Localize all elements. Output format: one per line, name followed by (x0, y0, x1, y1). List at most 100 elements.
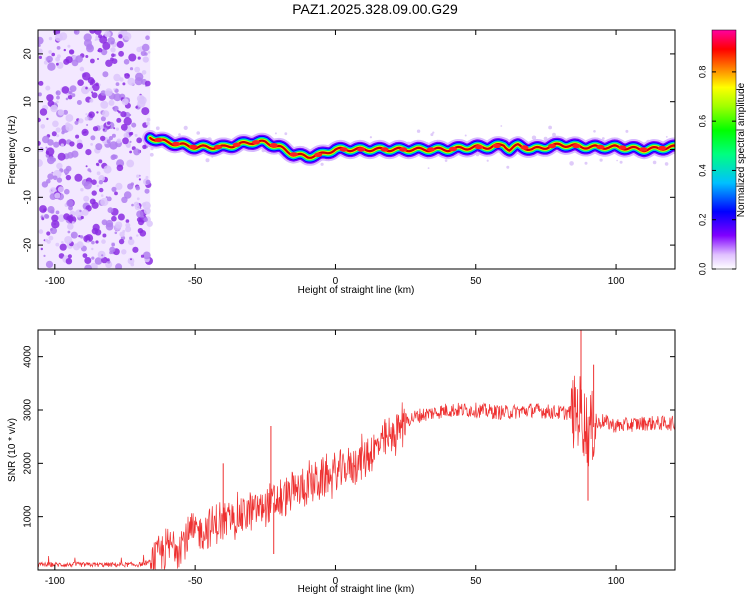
noise-speckle (118, 110, 121, 114)
noise-speckle (56, 134, 60, 138)
noise-speckle (122, 137, 129, 145)
noise-speckle (45, 146, 48, 149)
noise-speckle (67, 94, 73, 100)
noise-speckle (100, 100, 109, 109)
spectrogram-x-axis: -100 -50 0 50 100 (45, 30, 625, 287)
noise-speckle (102, 128, 105, 131)
halo-speckle (369, 136, 372, 139)
noise-speckle (118, 238, 125, 245)
noise-speckle (46, 117, 49, 121)
noise-speckle (47, 173, 54, 180)
noise-speckle (38, 140, 41, 146)
noise-speckle (98, 34, 103, 39)
noise-speckle (91, 92, 98, 99)
halo-speckle (196, 131, 200, 135)
snr-series-line (38, 375, 675, 570)
noise-speckle (106, 196, 112, 202)
noise-speckle (56, 62, 59, 66)
noise-speckle (89, 98, 94, 103)
noise-speckle (68, 49, 75, 55)
noise-speckle (61, 241, 64, 244)
noise-speckle (136, 234, 139, 237)
noise-speckle (48, 36, 53, 41)
ridge-hotspot (572, 143, 581, 149)
colorbar-gradient (711, 29, 737, 270)
noise-speckle (102, 71, 109, 78)
noise-speckle (95, 143, 103, 151)
noise-speckle (53, 141, 60, 148)
halo-speckle (665, 136, 668, 138)
noise-speckle (119, 231, 125, 237)
noise-speckle (109, 141, 118, 150)
noise-speckle (143, 207, 151, 215)
ridge-hotspot (269, 143, 278, 148)
noise-speckle (106, 258, 110, 262)
noise-speckle (142, 202, 147, 207)
noise-speckle (57, 152, 66, 161)
noise-speckle (97, 49, 100, 52)
noise-speckle (43, 208, 47, 212)
noise-speckle (122, 82, 126, 86)
noise-speckle (99, 125, 104, 129)
noise-speckle (42, 135, 50, 144)
y-tick-label: 2000 (23, 452, 34, 475)
noise-speckle (75, 134, 80, 139)
noise-speckle (81, 85, 90, 95)
noise-speckle (112, 105, 119, 112)
noise-speckle (65, 174, 72, 181)
ridge-hotspot (475, 144, 483, 150)
noise-speckle (56, 91, 59, 94)
noise-speckle (71, 93, 76, 98)
noise-speckle (59, 243, 67, 251)
noise-speckle (83, 181, 92, 190)
noise-speckle (74, 30, 77, 34)
noise-speckle (85, 86, 88, 90)
noise-speckle (107, 37, 115, 45)
ridge-hotspot (214, 144, 222, 150)
noise-speckle (130, 258, 132, 261)
noise-speckle (102, 110, 110, 118)
x-tick-label: 0 (333, 576, 339, 587)
y-tick-label: 4000 (23, 345, 34, 368)
noise-speckle (100, 194, 104, 197)
halo-speckle (552, 132, 556, 137)
noise-speckle (118, 50, 124, 57)
noise-speckle (58, 138, 67, 147)
noise-speckle (38, 55, 43, 60)
noise-speckle (123, 132, 130, 139)
noise-speckle (38, 80, 44, 86)
colorbar-tick-label: 0.8 (697, 66, 707, 79)
noise-speckle (128, 132, 133, 136)
noise-speckle (99, 187, 104, 193)
noise-speckle (101, 254, 104, 257)
noise-speckle (82, 253, 88, 258)
noise-speckle (91, 201, 99, 209)
noise-speckle (111, 186, 117, 192)
noise-speckle (111, 53, 115, 57)
noise-speckle (141, 70, 147, 75)
halo-speckle (178, 133, 181, 136)
y-tick-label: -10 (23, 190, 34, 205)
noise-speckle (116, 164, 124, 172)
noise-speckle (44, 238, 49, 243)
noise-speckle (51, 171, 54, 174)
noise-speckle (117, 213, 125, 221)
noise-speckle (79, 66, 85, 72)
noise-speckle (74, 120, 79, 125)
noise-speckle (54, 33, 63, 42)
x-tick-label: 100 (608, 276, 625, 287)
noise-speckle (43, 60, 48, 65)
noise-speckle (126, 143, 131, 148)
noise-speckle (45, 85, 51, 91)
noise-speckle (40, 247, 43, 251)
colorbar-tick-label: 0.6 (697, 115, 707, 128)
ridge-hotspot (380, 147, 389, 152)
halo-speckle (205, 158, 210, 163)
noise-speckle (46, 94, 54, 102)
noise-speckle (95, 82, 99, 87)
noise-speckle (46, 55, 53, 63)
y-tick-label: 10 (23, 96, 34, 108)
noise-speckle (92, 126, 99, 132)
noise-speckle (129, 140, 132, 143)
